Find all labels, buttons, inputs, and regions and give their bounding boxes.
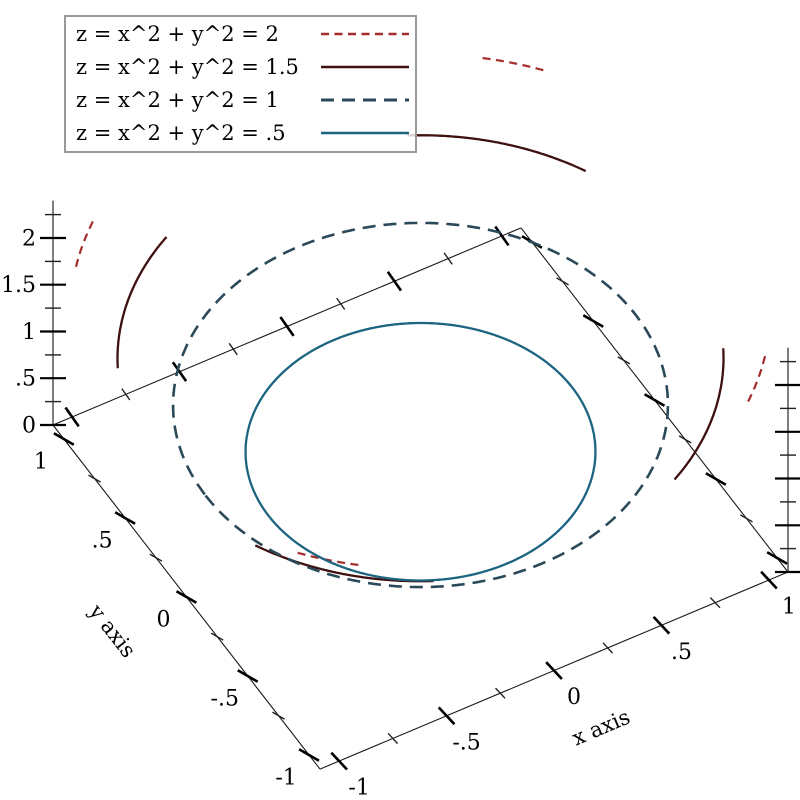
x-axis-back-tick (279, 316, 295, 337)
legend-item: z = x^2 + y^2 = 1.5 (66, 50, 415, 83)
y-axis-title: y axis (84, 599, 141, 662)
x-axis-back-tick (494, 225, 510, 247)
x-axis-tick-minor (602, 642, 614, 654)
y-axis-back-tick-minor (678, 435, 692, 444)
x-tick-label: -1 (348, 776, 369, 800)
y-axis-tick (114, 511, 136, 525)
x-axis-tick-minor (709, 597, 721, 609)
y-axis-back-tick (582, 314, 604, 328)
y-axis-tick (298, 748, 320, 762)
legend-line-swatch (321, 131, 409, 134)
x-axis-tick (545, 661, 563, 680)
y-tick-label: 0 (156, 608, 170, 633)
y-axis-tick (53, 432, 75, 446)
x-axis-back-tick (64, 406, 80, 428)
x-axis-back-tick-minor (121, 388, 131, 401)
y-tick-label: .5 (92, 529, 113, 554)
x-axis-tick-minor (494, 687, 506, 699)
z-tick-label: 1.5 (1, 273, 36, 298)
x-axis-back-tick-minor (443, 252, 453, 265)
y-axis-tick (175, 590, 198, 604)
legend-line-swatch (321, 98, 409, 101)
x-axis-back-tick-minor (336, 297, 346, 310)
x-axis-tick (652, 616, 671, 635)
x-axis-tick (437, 706, 456, 726)
y-axis-back-tick (643, 393, 666, 407)
legend-label: z = x^2 + y^2 = 1.5 (76, 54, 299, 79)
legend-line-swatch (321, 65, 409, 68)
legend-item: z = x^2 + y^2 = .5 (66, 116, 415, 149)
x-tick-label: .5 (671, 640, 692, 665)
legend-label: z = x^2 + y^2 = 1 (76, 87, 279, 112)
y-axis-back-tick (766, 551, 788, 565)
z-tick-label: .5 (15, 367, 36, 392)
legend-line-swatch (321, 32, 409, 35)
x-axis-tick (760, 570, 778, 590)
z-tick-label: 2 (22, 226, 36, 251)
x-tick-label: 1 (782, 595, 796, 620)
x-axis-back-tick (171, 361, 188, 382)
y-axis-tick (237, 669, 259, 683)
legend-item: z = x^2 + y^2 = 1 (66, 83, 415, 116)
x-tick-label: 0 (567, 685, 581, 710)
x-tick-label: -.5 (452, 730, 480, 755)
y-axis-tick-minor (210, 632, 224, 641)
y-axis-tick-minor (149, 553, 163, 562)
y-axis-tick-minor (272, 711, 285, 720)
isoline-z-1 (171, 221, 670, 589)
x-axis-tick (330, 751, 348, 771)
y-axis-back-tick-minor (617, 356, 631, 365)
x-axis-title: x axis (569, 705, 634, 751)
legend-item: z = x^2 + y^2 = 2 (66, 17, 415, 50)
y-axis-back-tick (705, 472, 727, 486)
y-tick-label: -1 (275, 766, 296, 791)
z-tick-label: 0 (22, 413, 36, 438)
legend: z = x^2 + y^2 = 2 z = x^2 + y^2 = 1.5 z = … (64, 15, 417, 153)
x-axis-back-tick (386, 271, 403, 292)
y-axis-back-tick-minor (740, 514, 753, 523)
x-axis-tick-minor (387, 732, 399, 745)
legend-label: z = x^2 + y^2 = .5 (76, 120, 286, 145)
legend-label: z = x^2 + y^2 = 2 (76, 21, 279, 46)
y-tick-label: -.5 (211, 687, 239, 712)
y-tick-label: 1 (34, 450, 48, 475)
y-axis-tick-minor (88, 474, 101, 483)
y-axis-back-tick-minor (556, 277, 569, 286)
x-axis-back-tick-minor (228, 342, 238, 356)
isoline-z-1.5 (116, 134, 725, 583)
z-tick-label: 1 (22, 320, 36, 345)
isoline-z-0.5 (244, 321, 597, 582)
